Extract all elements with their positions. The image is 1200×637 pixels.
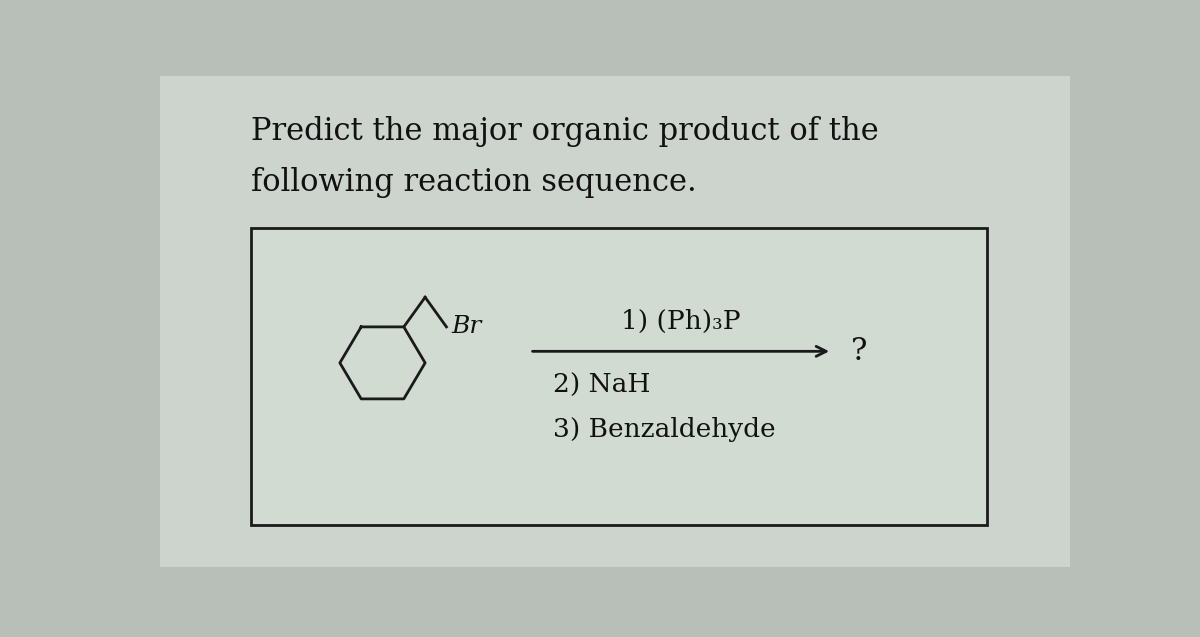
- Text: 1) (Ph)₃P: 1) (Ph)₃P: [622, 310, 740, 334]
- Text: 3) Benzaldehyde: 3) Benzaldehyde: [553, 417, 775, 442]
- Text: 2) NaH: 2) NaH: [553, 373, 650, 398]
- Text: Br: Br: [452, 315, 482, 338]
- Text: following reaction sequence.: following reaction sequence.: [251, 166, 696, 197]
- Text: ?: ?: [851, 336, 868, 367]
- Bar: [251, 228, 986, 525]
- Text: Predict the major organic product of the: Predict the major organic product of the: [251, 117, 878, 148]
